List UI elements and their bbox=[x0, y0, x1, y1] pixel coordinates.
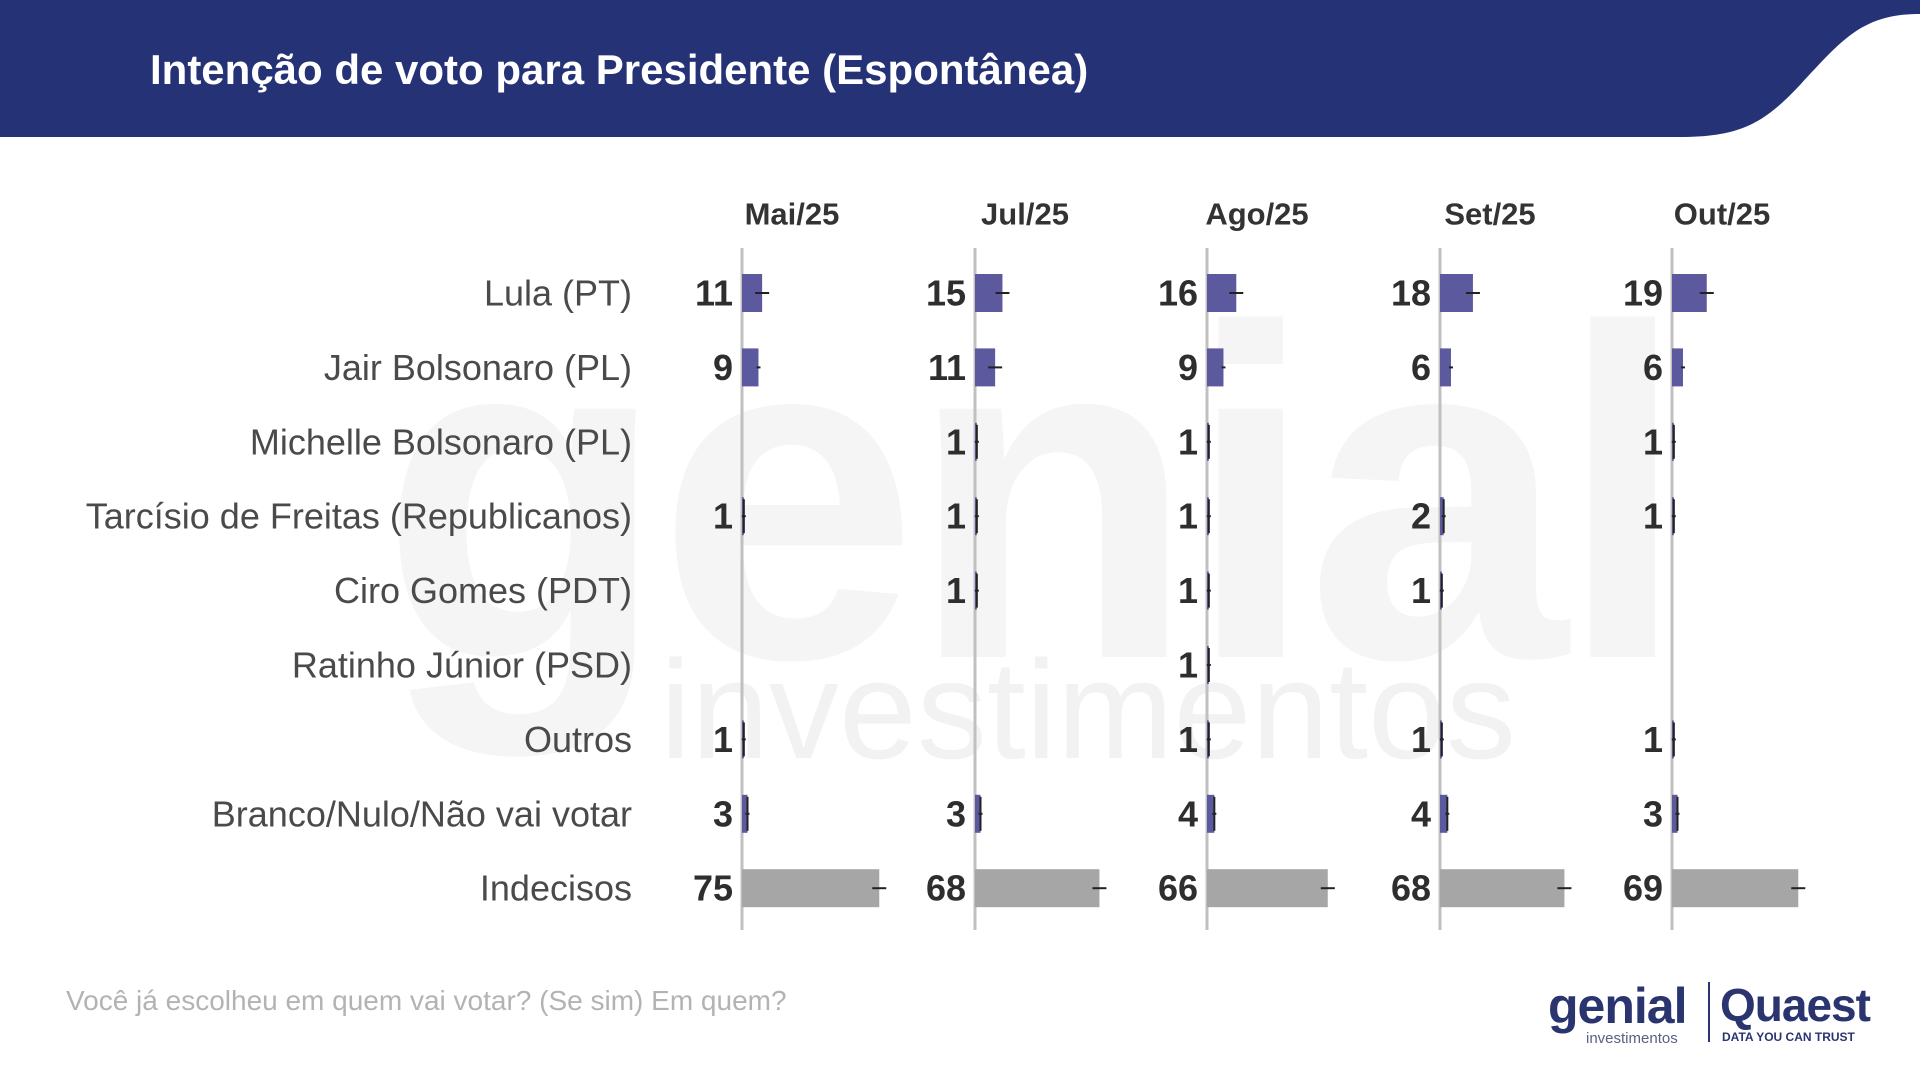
category-label: Michelle Bolsonaro (PL) bbox=[250, 421, 632, 462]
value-label: 1 bbox=[713, 719, 733, 760]
value-label: 1 bbox=[713, 496, 733, 537]
page-title: Intenção de voto para Presidente (Espont… bbox=[150, 46, 1089, 93]
value-label: 1 bbox=[1178, 496, 1198, 537]
value-label: 6 bbox=[1643, 347, 1663, 388]
value-label: 1 bbox=[1643, 421, 1663, 462]
data-bar bbox=[742, 348, 759, 387]
period-label: Out/25 bbox=[1674, 197, 1770, 232]
vote-intention-chart: Lula (PT) Jair Bolsonaro (PL) Michelle Bol… bbox=[86, 197, 1806, 930]
value-label: 1 bbox=[1411, 570, 1431, 611]
logo-divider bbox=[1708, 982, 1710, 1042]
period-label: Mai/25 bbox=[745, 197, 840, 232]
data-bar bbox=[1672, 348, 1683, 387]
data-bar bbox=[742, 869, 880, 908]
category-label: Indecisos bbox=[480, 868, 632, 909]
value-label: 1 bbox=[1643, 496, 1663, 537]
category-label: Lula (PT) bbox=[484, 273, 632, 314]
data-bar bbox=[1440, 794, 1448, 833]
value-label: 3 bbox=[1643, 793, 1663, 834]
value-label: 19 bbox=[1623, 273, 1663, 314]
value-label: 3 bbox=[713, 793, 733, 834]
data-bar bbox=[1440, 869, 1565, 908]
data-bar bbox=[975, 348, 996, 387]
category-label: Branco/Nulo/Não vai votar bbox=[212, 793, 632, 834]
value-label: 1 bbox=[1178, 421, 1198, 462]
value-label: 2 bbox=[1411, 496, 1431, 537]
value-label: 6 bbox=[1411, 347, 1431, 388]
category-label: Ratinho Júnior (PSD) bbox=[292, 645, 632, 686]
category-label: Outros bbox=[524, 719, 632, 760]
value-label: 1 bbox=[946, 570, 966, 611]
data-bar bbox=[975, 869, 1100, 908]
data-bar bbox=[1207, 869, 1328, 908]
value-label: 1 bbox=[946, 496, 966, 537]
data-bar bbox=[1672, 869, 1799, 908]
quaest-logo: Quaest DATA YOU CAN TRUST bbox=[1720, 978, 1871, 1046]
quaest-logo-tagline: DATA YOU CAN TRUST bbox=[1722, 1030, 1855, 1044]
data-bar bbox=[1207, 348, 1224, 387]
value-label: 11 bbox=[928, 347, 966, 388]
value-label: 1 bbox=[1178, 570, 1198, 611]
quaest-logo-text: Quaest bbox=[1720, 979, 1871, 1031]
value-label: 9 bbox=[713, 347, 733, 388]
genial-logo-subtext: investimentos bbox=[1586, 1030, 1678, 1047]
value-label: 68 bbox=[1391, 868, 1431, 909]
value-label: 68 bbox=[926, 868, 966, 909]
value-label: 9 bbox=[1178, 347, 1198, 388]
value-label: 1 bbox=[1178, 645, 1198, 686]
value-label: 11 bbox=[695, 273, 733, 314]
data-bar bbox=[742, 794, 748, 833]
value-label: 18 bbox=[1391, 273, 1431, 314]
value-label: 75 bbox=[693, 868, 733, 909]
data-bar bbox=[742, 274, 763, 312]
data-bar bbox=[1207, 794, 1215, 833]
value-label: 1 bbox=[1411, 719, 1431, 760]
value-label: 1 bbox=[1178, 719, 1198, 760]
period-label: Ago/25 bbox=[1205, 197, 1308, 232]
header-band bbox=[0, 0, 1920, 137]
value-label: 16 bbox=[1158, 273, 1198, 314]
data-bar bbox=[975, 794, 981, 833]
period-label: Set/25 bbox=[1444, 197, 1535, 232]
value-label: 15 bbox=[926, 273, 966, 314]
data-bar bbox=[1672, 794, 1678, 833]
value-label: 4 bbox=[1411, 793, 1431, 834]
genial-logo: genial investimentos bbox=[1548, 978, 1698, 1047]
period-label: Jul/25 bbox=[981, 197, 1069, 232]
value-label: 1 bbox=[946, 421, 966, 462]
category-label: Jair Bolsonaro (PL) bbox=[324, 347, 632, 388]
value-label: 3 bbox=[946, 793, 966, 834]
genial-logo-text: genial bbox=[1548, 978, 1687, 1034]
category-label: Ciro Gomes (PDT) bbox=[334, 570, 632, 611]
category-label: Tarcísio de Freitas (Republicanos) bbox=[86, 496, 632, 537]
value-label: 66 bbox=[1158, 868, 1198, 909]
value-label: 4 bbox=[1178, 793, 1198, 834]
data-bar bbox=[1440, 348, 1451, 387]
survey-question: Você já escolheu em quem vai votar? (Se … bbox=[66, 985, 787, 1016]
value-label: 1 bbox=[1643, 719, 1663, 760]
value-label: 69 bbox=[1623, 868, 1663, 909]
